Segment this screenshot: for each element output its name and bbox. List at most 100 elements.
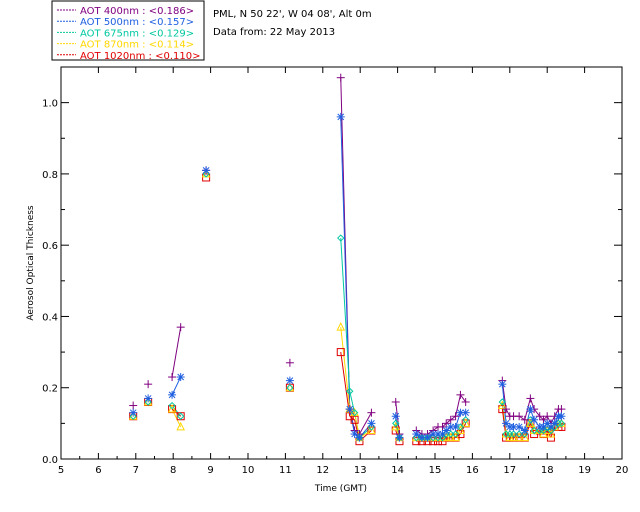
data-point	[451, 412, 460, 421]
data-point	[526, 418, 535, 427]
series-line-segment	[459, 423, 467, 435]
y-tick-label: 0.2	[42, 384, 58, 395]
series-line-segment	[445, 419, 452, 424]
x-tick-label: 11	[279, 465, 292, 476]
data-point	[144, 394, 153, 403]
x-tick-label: 12	[316, 465, 329, 476]
data-point	[417, 433, 426, 442]
data-point	[520, 432, 530, 442]
data-point	[520, 415, 529, 424]
legend-entry: AOT 1020nm : <0.110>	[80, 51, 200, 62]
data-point	[367, 408, 376, 417]
series-line-segment	[340, 327, 351, 410]
x-tick-label: 16	[466, 465, 479, 476]
data-point	[530, 415, 539, 424]
x-tick-label: 19	[578, 465, 591, 476]
data-point	[346, 387, 354, 395]
data-point	[129, 408, 138, 417]
site-info-text: PML, N 50 22', W 04 08', Alt 0m	[213, 9, 372, 20]
data-point	[442, 426, 451, 435]
data-point	[456, 425, 465, 434]
y-tick-label: 0.0	[42, 455, 58, 466]
data-point	[543, 412, 552, 421]
data-point	[557, 412, 566, 421]
x-tick-label: 6	[95, 465, 101, 476]
series-line-segment	[550, 416, 556, 424]
data-point	[451, 422, 460, 431]
data-point	[367, 419, 376, 428]
data-point	[550, 419, 559, 428]
legend-entry: AOT 500nm : <0.157>	[80, 17, 194, 28]
data-point	[168, 390, 177, 399]
data-point	[391, 412, 400, 421]
data-point	[336, 112, 345, 121]
data-point	[461, 397, 470, 406]
data-point	[446, 432, 456, 442]
data-point	[526, 405, 535, 414]
data-point	[167, 403, 177, 413]
series-line-segment	[354, 412, 360, 438]
x-tick-label: 18	[541, 465, 554, 476]
series-line-segment	[171, 327, 182, 378]
x-tick-label: 13	[354, 465, 367, 476]
data-point	[515, 422, 524, 431]
x-tick-label: 10	[242, 465, 255, 476]
series-line-segment	[460, 394, 467, 403]
series-line-segment	[432, 426, 439, 431]
y-tick-label: 1.0	[42, 99, 58, 110]
x-tick-label: 5	[58, 465, 64, 476]
data-point	[176, 373, 185, 382]
series-line-segment	[554, 408, 559, 417]
x-axis-title: Time (GMT)	[314, 484, 367, 494]
series-line-segment	[533, 408, 541, 417]
series-line-segment	[442, 423, 447, 428]
data-point	[461, 416, 470, 424]
data-point	[350, 430, 359, 439]
data-point	[526, 416, 535, 424]
series-line-segment	[546, 416, 552, 424]
data-point	[202, 166, 211, 175]
data-point	[546, 428, 556, 438]
legend-entry: AOT 400nm : <0.186>	[80, 6, 194, 17]
data-point	[557, 405, 566, 414]
data-point	[438, 422, 447, 431]
data-point	[336, 322, 346, 331]
data-point	[530, 426, 538, 435]
series-line-segment	[455, 412, 461, 428]
data-point	[554, 419, 563, 428]
series-line-segment	[359, 412, 372, 435]
data-point	[129, 401, 138, 410]
data-point	[168, 401, 176, 410]
series-line-segment	[543, 415, 548, 421]
series-line-segment	[539, 415, 544, 421]
data-point	[446, 415, 455, 424]
series-line-segment	[349, 391, 356, 413]
series-line-segment	[518, 415, 526, 421]
data-point	[535, 412, 544, 421]
series-line-segment	[416, 430, 423, 435]
data-point	[429, 430, 438, 439]
data-point	[336, 348, 345, 357]
data-point	[176, 323, 185, 332]
series-line-segment	[450, 415, 456, 421]
x-tick-label: 20	[616, 465, 629, 476]
x-tick-label: 17	[503, 465, 516, 476]
data-point	[539, 415, 548, 424]
data-point	[337, 234, 345, 242]
data-point	[395, 433, 404, 442]
series-line-segment	[505, 408, 511, 417]
y-tick-label: 0.8	[42, 170, 58, 181]
data-point	[498, 398, 507, 406]
data-point	[520, 426, 529, 435]
data-point	[509, 430, 518, 438]
x-tick-label: 8	[170, 465, 176, 476]
data-point	[345, 405, 354, 414]
data-point	[451, 430, 460, 438]
data-point	[514, 432, 524, 442]
data-point	[176, 421, 185, 431]
data-point	[176, 412, 185, 420]
data-point	[451, 432, 460, 442]
series-markers	[129, 112, 566, 442]
series-line-segment	[349, 409, 356, 435]
x-tick-label: 9	[207, 465, 213, 476]
